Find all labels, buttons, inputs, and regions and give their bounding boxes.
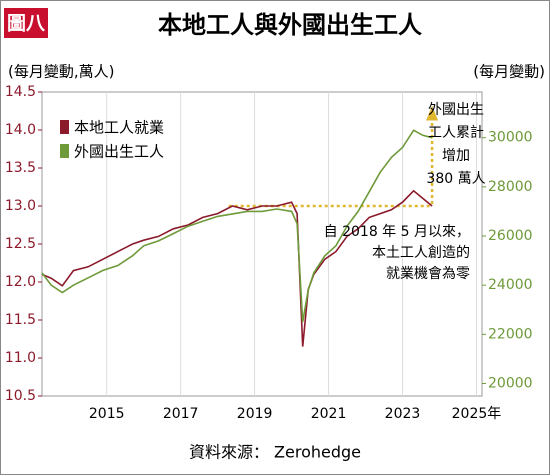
x-tick-label: 2015 — [89, 406, 125, 422]
x-tick-label: 2021 — [311, 406, 347, 422]
y-tick-label: 13.0 — [5, 198, 36, 214]
annotation-text: 增加 — [442, 148, 470, 164]
annotation-text: 380 萬人 — [426, 171, 485, 187]
chart-title: 本地工人與外國出生工人 — [158, 11, 422, 39]
badge-bg — [4, 8, 48, 38]
series-line — [41, 189, 433, 347]
annotation-text: 就業機會為零 — [386, 266, 470, 282]
y-tick-label: 13.5 — [5, 160, 36, 176]
y2-tick-label: 26000 — [488, 228, 533, 244]
y-tick-label: 12.0 — [5, 274, 36, 290]
y-tick-label: 11.0 — [5, 350, 36, 366]
y2-label: (每月變動) — [473, 63, 545, 81]
legend-swatch — [60, 144, 69, 158]
y-label: (每月變動,萬人) — [8, 63, 114, 81]
annotation-text: 外國出生 — [428, 102, 484, 118]
x-tick-label: 2017 — [163, 406, 199, 422]
series-line — [41, 129, 433, 323]
annotation-text: 工人累計 — [428, 125, 484, 141]
annotation-text: 本土工人創造的 — [372, 245, 470, 261]
y2-tick-label: 30000 — [488, 130, 533, 146]
y2-tick-label: 20000 — [488, 375, 533, 391]
legend-swatch — [60, 120, 69, 134]
y-tick-label: 14.5 — [5, 84, 36, 100]
y2-tick-label: 28000 — [488, 179, 533, 195]
source: 資料來源： Zerohedge — [189, 443, 361, 462]
legend-label: 外國出生工人 — [74, 143, 164, 161]
x-tick-label: 2019 — [237, 406, 273, 422]
y2-tick-label: 22000 — [488, 326, 533, 342]
y-tick-label: 14.0 — [5, 122, 36, 138]
y-tick-label: 10.5 — [5, 388, 36, 404]
arrow-head — [426, 105, 439, 121]
legend-label: 本地工人就業 — [74, 119, 164, 137]
x-tick-label: 2025年 — [452, 406, 502, 422]
y-tick-label: 12.5 — [5, 236, 36, 252]
annotation-text: 自 2018 年 5 月以來， — [324, 224, 470, 240]
y2-tick-label: 24000 — [488, 277, 533, 293]
y-tick-label: 11.5 — [5, 312, 36, 328]
badge: 圖八 — [7, 13, 46, 35]
x-tick-label: 2023 — [385, 406, 421, 422]
